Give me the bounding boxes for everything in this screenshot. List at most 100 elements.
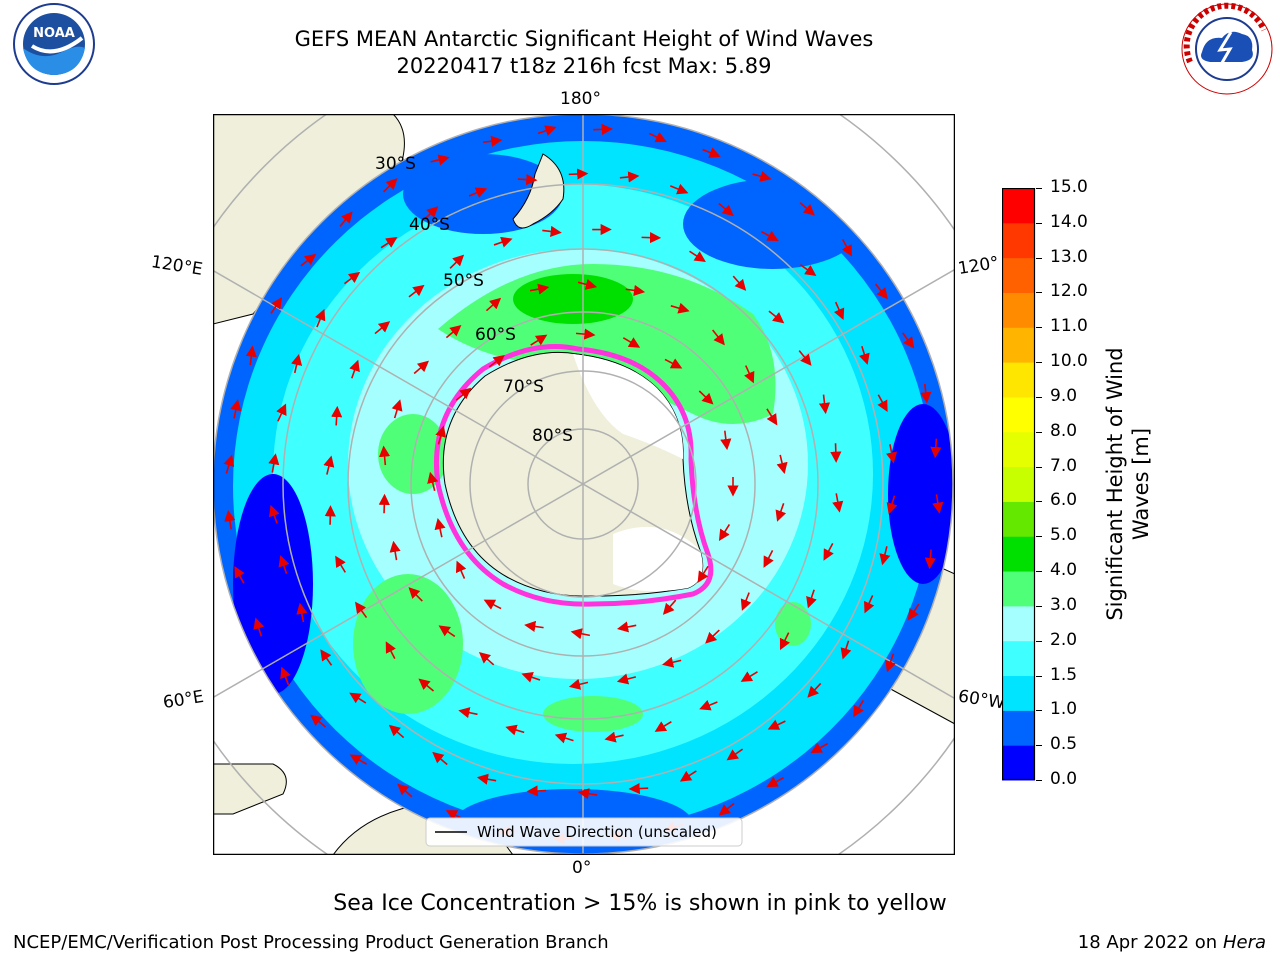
colorbar-tick-label: 5.0 [1050, 525, 1078, 546]
graticule [213, 114, 955, 855]
wave-direction-arrow [840, 640, 852, 660]
lon-label-bottom: 0° [572, 858, 592, 878]
wave-direction-arrow [537, 125, 557, 136]
wave-direction-arrow [568, 678, 589, 690]
wave-direction-arrow [517, 173, 538, 186]
wave-direction-arrow [268, 504, 280, 524]
wave-direction-arrow [776, 454, 788, 474]
colorbar-tick-mark [1036, 396, 1042, 398]
wave-direction-arrow [833, 301, 845, 320]
wave-direction-arrow [932, 494, 944, 514]
colorbar-tick-mark [1036, 710, 1042, 712]
wave-direction-arrow [697, 565, 709, 583]
colorbar-segment [1002, 257, 1035, 293]
wave-direction-arrow [832, 493, 844, 513]
wave-direction-arrow [310, 714, 327, 728]
wave-direction-arrow [435, 425, 447, 445]
wave-direction-arrow [378, 445, 391, 466]
wave-direction-arrow [930, 438, 942, 459]
colorbar-tick-label: 1.5 [1050, 664, 1078, 685]
colorbar-segment [1002, 396, 1035, 433]
colorbar-tick-mark [1036, 257, 1042, 259]
wave-direction-arrow [526, 785, 547, 797]
colorbar-tick-label: 15.0 [1050, 177, 1088, 197]
wave-direction-arrow [385, 641, 396, 660]
colorbar-segment [1002, 362, 1035, 398]
noaa-logo-text: NOAA [33, 26, 75, 41]
colorbar-segment [1002, 466, 1035, 502]
colorbar-tick-label: 0.0 [1050, 769, 1078, 789]
wave-direction-arrow [711, 329, 725, 346]
colorbar-tick-mark [1036, 536, 1042, 538]
wave-direction-arrow [575, 328, 596, 340]
wave-direction-arrow [314, 308, 326, 328]
wave-direction-arrow [593, 123, 613, 135]
wave-direction-arrow [768, 310, 785, 324]
wave-direction-arrow [662, 599, 677, 615]
wave-direction-arrow [616, 621, 637, 633]
sea-ice-caption: Sea Ice Concentration > 15% is shown in … [333, 891, 947, 916]
wave-direction-arrow [679, 770, 697, 782]
colorbar-tick-label: 12.0 [1050, 281, 1088, 302]
lat-label-40s: 40°S [409, 215, 450, 235]
wave-direction-arrow [622, 337, 641, 348]
colorbar-segment [1002, 431, 1035, 468]
colorbar-ticks: 0.0 0.5 1.0 1.5 2.0 3.0 4.0 5.0 6.0 7.0 8.0 9.0 10.0… [1036, 177, 1106, 798]
wave-direction-arrow [323, 455, 335, 475]
wave-direction-arrow [864, 595, 875, 614]
wave-direction-arrow [744, 365, 755, 384]
wave-direction-arrow [577, 278, 598, 290]
wave-direction-arrow [619, 171, 640, 183]
noaa-logo: NOAA [13, 3, 95, 85]
wave-direction-arrow [767, 719, 786, 730]
wave-direction-arrow [554, 732, 574, 744]
lat-label-80s: 80°S [532, 426, 573, 446]
wave-direction-arrow [485, 297, 502, 312]
wave-direction-arrow [223, 454, 235, 474]
wave-direction-arrow [740, 671, 758, 682]
wave-direction-arrow [879, 546, 891, 566]
wave-direction-arrow [799, 264, 817, 277]
wave-direction-arrow [699, 699, 718, 711]
colorbar-tick-label: 2.0 [1050, 629, 1078, 650]
wave-direction-arrow [268, 453, 280, 473]
colorbar-tick-mark [1036, 780, 1042, 781]
wave-direction-arrow [806, 589, 817, 609]
wave-direction-arrow [604, 731, 624, 743]
wave-direction-arrow [875, 283, 888, 300]
wave-direction-arrow [331, 405, 343, 426]
wave-direction-arrow [320, 649, 333, 666]
colorbar-tick-label: 9.0 [1050, 385, 1078, 406]
wave-direction-arrow [670, 302, 690, 314]
wave-direction-arrow [810, 742, 828, 754]
wave-direction-arrow [276, 403, 287, 422]
wave-direction-arrow [291, 353, 303, 374]
wave-direction-arrow [478, 651, 495, 666]
wave-direction-arrow [907, 603, 920, 621]
lat-label-60s: 60°S [475, 325, 516, 345]
wave-direction-arrow [253, 617, 265, 637]
lat-label-30s: 30°S [375, 154, 416, 174]
wave-direction-arrow [702, 147, 721, 158]
colorbar-segment [1002, 710, 1035, 746]
colorbar-title: Significant Height of Wind Waves [m] [1102, 334, 1154, 634]
colorbar-segment [1002, 640, 1035, 677]
wave-direction-arrow [766, 408, 778, 426]
wave-direction-arrow [799, 202, 815, 216]
colorbar-tick-mark [1036, 362, 1042, 364]
wave-direction-arrow [542, 225, 562, 237]
legend-label: Wind Wave Direction (unscaled) [477, 823, 717, 841]
lon-label-left-upper: 120°E [149, 252, 204, 280]
wave-direction-arrow [625, 284, 646, 297]
wave-direction-arrow [886, 495, 898, 515]
lat-label-50s: 50°S [443, 271, 484, 291]
colorbar-tick-label: 3.0 [1050, 594, 1078, 615]
colorbar-tick-label: 14.0 [1050, 211, 1088, 232]
wave-direction-arrow [432, 751, 448, 766]
wave-direction-arrow [841, 238, 852, 257]
footer-date: 18 Apr 2022 on Hera [1078, 932, 1266, 953]
wave-direction-arrow [858, 345, 870, 365]
colorbar-tick-mark [1036, 675, 1042, 677]
colorbar-segment [1002, 605, 1035, 642]
wave-direction-arrow [343, 271, 361, 285]
